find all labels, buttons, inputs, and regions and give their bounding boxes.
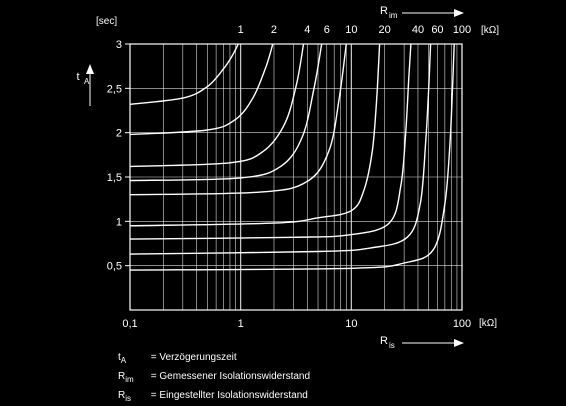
curve-rim-4 bbox=[129, 43, 305, 168]
y-axis-arrowhead bbox=[86, 64, 94, 74]
x-tick-label: 100 bbox=[453, 318, 471, 330]
top-tick-label: 20 bbox=[379, 24, 391, 36]
y-tick-label: 2,5 bbox=[107, 83, 122, 95]
curve-rim-10 bbox=[129, 43, 347, 196]
x-tick-labels: 0,1 1 10 100 bbox=[122, 318, 471, 330]
curve-rim-60 bbox=[129, 43, 432, 255]
y-axis-unit: [sec] bbox=[96, 16, 117, 27]
curve-rim-1 bbox=[129, 43, 239, 105]
y-tick-label: 3 bbox=[116, 39, 122, 51]
top-axis-label: R im bbox=[380, 5, 398, 20]
legend-text: = Eingestellter Isolationswiderstand bbox=[150, 390, 308, 401]
svg-text:R: R bbox=[380, 335, 388, 347]
legend-symbol: Ris bbox=[118, 390, 132, 403]
svg-text:t: t bbox=[76, 71, 79, 83]
x-axis-unit: [kΩ] bbox=[479, 318, 497, 329]
svg-text:is: is bbox=[389, 341, 395, 350]
y-tick-label: 1,5 bbox=[107, 172, 122, 184]
curves bbox=[129, 43, 455, 271]
top-tick-label: 2 bbox=[271, 24, 277, 36]
x-axis-label: R is bbox=[380, 335, 395, 350]
svg-text:R: R bbox=[380, 5, 388, 17]
legend-symbol: Rim bbox=[118, 371, 134, 384]
legend-row-ris: Ris = Eingestellter Isolationswiderstand bbox=[118, 388, 310, 406]
y-tick-label: 1 bbox=[116, 216, 122, 228]
curve-rim-6 bbox=[129, 43, 323, 182]
legend: tA = Verzögerungszeit Rim = Gemessener I… bbox=[118, 350, 310, 406]
top-axis-unit: [kΩ] bbox=[481, 25, 499, 36]
y-tick-labels: 0,5 1 1,5 2 2,5 3 bbox=[107, 39, 130, 273]
top-tick-label: 6 bbox=[324, 24, 330, 36]
y-axis-label: t A bbox=[76, 71, 90, 86]
x-tick-label: 10 bbox=[345, 318, 357, 330]
top-tick-label: 10 bbox=[345, 24, 357, 36]
curve-rim-40 bbox=[129, 43, 412, 240]
legend-row-ta: tA = Verzögerungszeit bbox=[118, 350, 310, 369]
top-tick-label: 60 bbox=[431, 24, 443, 36]
curve-rim-20 bbox=[129, 43, 381, 227]
top-tick-label: 100 bbox=[453, 24, 471, 36]
top-tick-label: 1 bbox=[238, 24, 244, 36]
x-axis-arrowhead bbox=[454, 339, 464, 347]
top-axis-arrowhead bbox=[454, 9, 464, 17]
svg-text:im: im bbox=[389, 11, 398, 20]
legend-text: = Gemessener Isolationswiderstand bbox=[150, 371, 311, 382]
svg-text:A: A bbox=[84, 77, 90, 86]
legend-symbol: tA bbox=[118, 352, 127, 365]
y-tick-label: 0,5 bbox=[107, 261, 122, 273]
top-tick-labels: 1 2 4 6 10 20 40 60 100 bbox=[238, 24, 472, 36]
grid bbox=[130, 44, 462, 310]
curve-rim-2 bbox=[129, 43, 274, 136]
x-tick-label: 1 bbox=[238, 318, 244, 330]
top-tick-label: 40 bbox=[412, 24, 424, 36]
y-tick-label: 2 bbox=[116, 128, 122, 140]
curve-rim-100 bbox=[129, 43, 455, 271]
legend-row-rim: Rim = Gemessener Isolationswiderstand bbox=[118, 369, 310, 388]
top-tick-label: 4 bbox=[304, 24, 310, 36]
x-tick-label: 0,1 bbox=[122, 318, 137, 330]
legend-text: = Verzögerungszeit bbox=[150, 352, 237, 363]
